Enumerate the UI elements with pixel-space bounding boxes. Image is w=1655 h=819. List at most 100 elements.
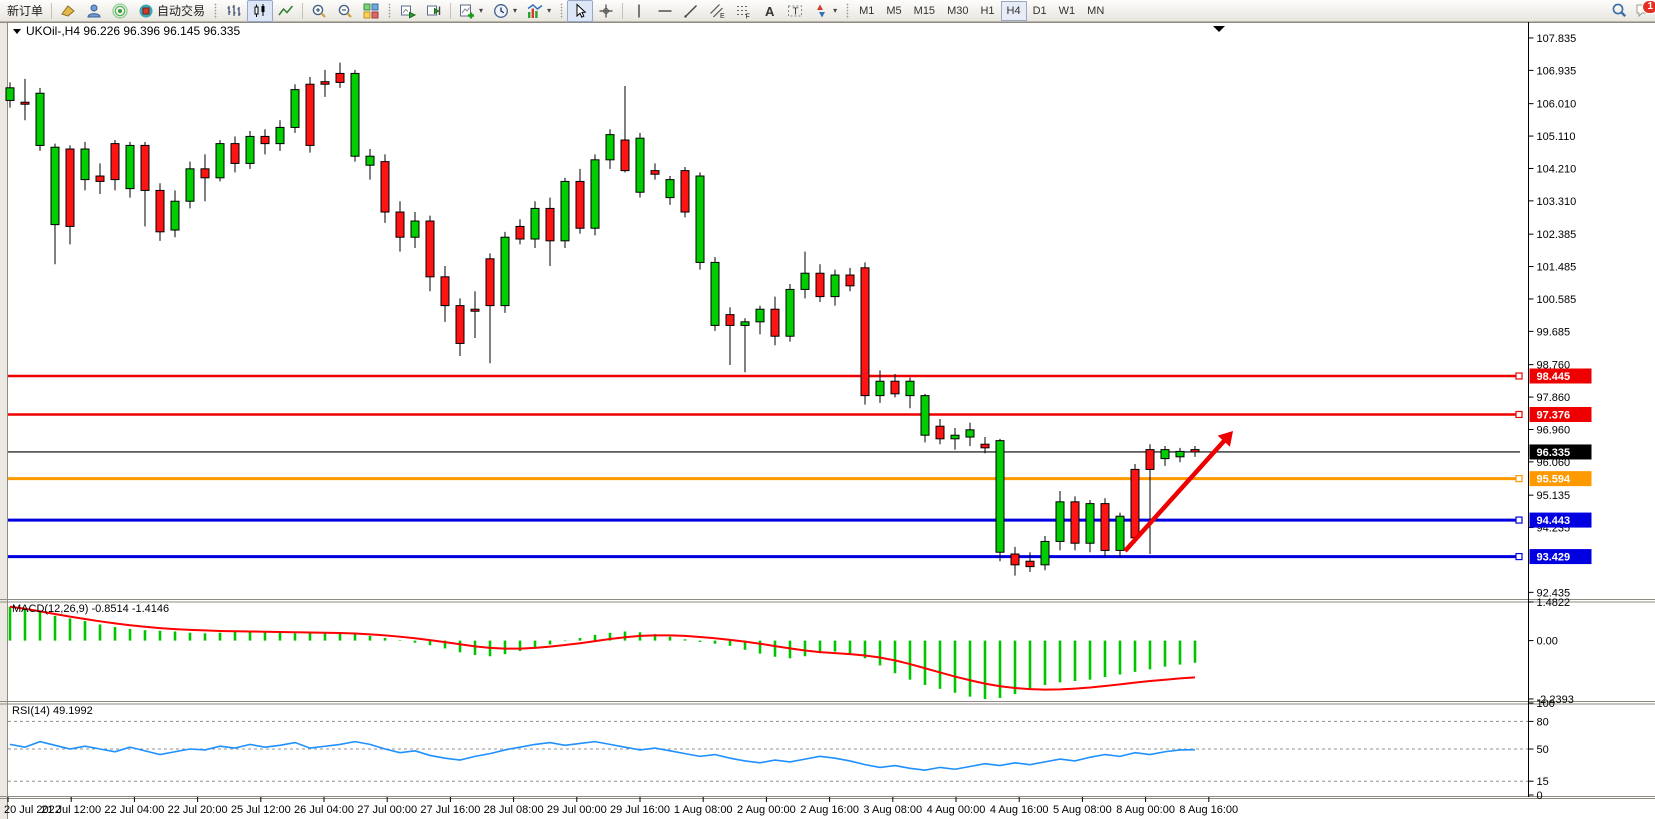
- text-label-button[interactable]: T: [782, 0, 808, 22]
- chevron-down-icon[interactable]: ▾: [513, 6, 518, 15]
- scale-tick-label: 100.585: [1537, 294, 1577, 306]
- timeframe-mn-button[interactable]: MN: [1087, 4, 1105, 17]
- candle-body: [320, 81, 330, 85]
- time-tick-label: 8 Aug 16:00: [1179, 804, 1238, 816]
- candle-body: [230, 143, 240, 164]
- candle-body: [695, 175, 705, 263]
- timeframe-w1-button[interactable]: W1: [1058, 4, 1076, 17]
- text-button[interactable]: A: [756, 0, 782, 22]
- autotrading-button[interactable]: 自动交易: [133, 0, 210, 22]
- signal-button[interactable]: [107, 0, 133, 22]
- candle-body: [305, 83, 315, 146]
- price-lines[interactable]: [8, 372, 1523, 561]
- new-order-button-label: 新订单: [7, 4, 44, 18]
- hline-handle[interactable]: [1515, 410, 1523, 419]
- candle-body: [95, 175, 105, 182]
- person-icon: [86, 3, 102, 19]
- zoom-out-button[interactable]: [332, 0, 358, 22]
- timeframe-m15-button[interactable]: M15: [913, 4, 936, 17]
- candle-body: [290, 89, 300, 128]
- note-button[interactable]: [55, 0, 81, 22]
- rsi-scale-label: 100: [1537, 698, 1555, 710]
- chevron-down-icon[interactable]: ▾: [479, 6, 484, 15]
- candle-body: [1055, 501, 1065, 542]
- scale-tick-label: 106.010: [1537, 99, 1577, 111]
- hline-handle[interactable]: [1515, 372, 1523, 380]
- time-tick-label: 1 Aug 08:00: [674, 804, 733, 816]
- trendline-button[interactable]: [678, 0, 704, 22]
- price-scale[interactable]: 107.835 106.935 106.010 105.110 104.210 103.3…: [1528, 22, 1592, 802]
- scale-tick-label: 97.860: [1537, 392, 1571, 404]
- macd-scale-label: 0.00: [1537, 636, 1558, 648]
- timeframe-d1-button[interactable]: D1: [1032, 4, 1047, 17]
- chevron-down-icon[interactable]: ▾: [547, 6, 552, 15]
- candle-body: [170, 200, 180, 231]
- toolbar-grip: [844, 2, 852, 19]
- chartshift-icon: [426, 3, 442, 19]
- toolbar-separator: [622, 2, 624, 19]
- price-badge-label: 98.445: [1537, 371, 1571, 383]
- fibonacci-button[interactable]: F: [730, 0, 756, 22]
- bar-chart-button[interactable]: [221, 0, 247, 22]
- hline-handle[interactable]: [1515, 552, 1523, 561]
- channel-button[interactable]: E: [704, 0, 730, 22]
- tile-windows-button[interactable]: [358, 0, 384, 22]
- chevron-down-icon[interactable]: ▾: [833, 6, 838, 15]
- candle-body: [800, 272, 810, 290]
- arrows-button[interactable]: ▾: [808, 0, 842, 22]
- candle-body: [245, 135, 255, 164]
- trend-arrow-head[interactable]: [1217, 431, 1233, 447]
- profiles-button[interactable]: ▾: [488, 0, 522, 22]
- trend-arrow-line[interactable]: [1123, 435, 1230, 553]
- chat-button[interactable]: 1: [1635, 0, 1655, 21]
- timeframe-m30-button[interactable]: M30: [947, 4, 969, 17]
- textA-icon: A: [761, 3, 777, 19]
- line-chart-button[interactable]: [273, 0, 299, 22]
- candle-body: [1145, 449, 1155, 470]
- candle-body: [605, 134, 615, 161]
- timeframe-h1-button[interactable]: H1: [980, 4, 995, 17]
- candle-body: [515, 225, 525, 240]
- crosshair-button[interactable]: [593, 0, 619, 22]
- autotrading-button-label: 自动交易: [157, 4, 206, 18]
- macd-signal-line: [9, 605, 1196, 691]
- hline-handle[interactable]: [1515, 475, 1523, 483]
- left-splitter[interactable]: [0, 22, 7, 819]
- zoom-in-button[interactable]: [306, 0, 332, 22]
- candle-body: [1175, 450, 1185, 458]
- crosshair-icon: [598, 3, 614, 19]
- candle-body: [350, 72, 360, 157]
- auto-icon: [138, 3, 154, 19]
- candle-body: [410, 220, 420, 238]
- timeframe-m1-button[interactable]: M1: [859, 4, 875, 17]
- time-tick-label: 5 Aug 08:00: [1053, 804, 1112, 816]
- indicators-button[interactable]: ▾: [522, 0, 556, 22]
- scale-tick-label: 106.935: [1537, 65, 1577, 77]
- candles: [5, 62, 1200, 576]
- toolbar-grip: [212, 2, 220, 19]
- zoomout-icon: [337, 3, 353, 19]
- time-tick-label: 20 Jul 2022: [4, 804, 61, 816]
- auto-scroll-button[interactable]: [395, 0, 421, 22]
- new-order-button[interactable]: 新订单: [2, 0, 48, 22]
- cursor-button[interactable]: [567, 0, 594, 22]
- horizontal-line-button[interactable]: [652, 0, 678, 22]
- symbol-dropdown-icon[interactable]: [13, 29, 21, 34]
- hline-handle[interactable]: [1515, 516, 1523, 524]
- svg-text:F: F: [746, 13, 750, 19]
- candle-body: [65, 148, 75, 227]
- chart-shift-marker[interactable]: [1213, 26, 1225, 32]
- search-icon[interactable]: [1611, 2, 1627, 21]
- chart-canvas[interactable]: UKOil-,H4 96.226 96.396 96.145 96.335 MAC…: [0, 22, 1655, 819]
- candle-body: [980, 443, 990, 449]
- time-tick-label: 22 Jul 04:00: [104, 804, 164, 816]
- price-badge: [1529, 471, 1592, 487]
- timeframe-h4-button[interactable]: H4: [1000, 0, 1027, 21]
- new-chart-button[interactable]: ▾: [454, 0, 488, 22]
- vertical-line-button[interactable]: [626, 0, 652, 22]
- timeframe-m5-button[interactable]: M5: [886, 4, 902, 17]
- candlestick-button[interactable]: [247, 0, 274, 22]
- chart-shift-button[interactable]: [421, 0, 447, 22]
- profile-button[interactable]: [81, 0, 107, 22]
